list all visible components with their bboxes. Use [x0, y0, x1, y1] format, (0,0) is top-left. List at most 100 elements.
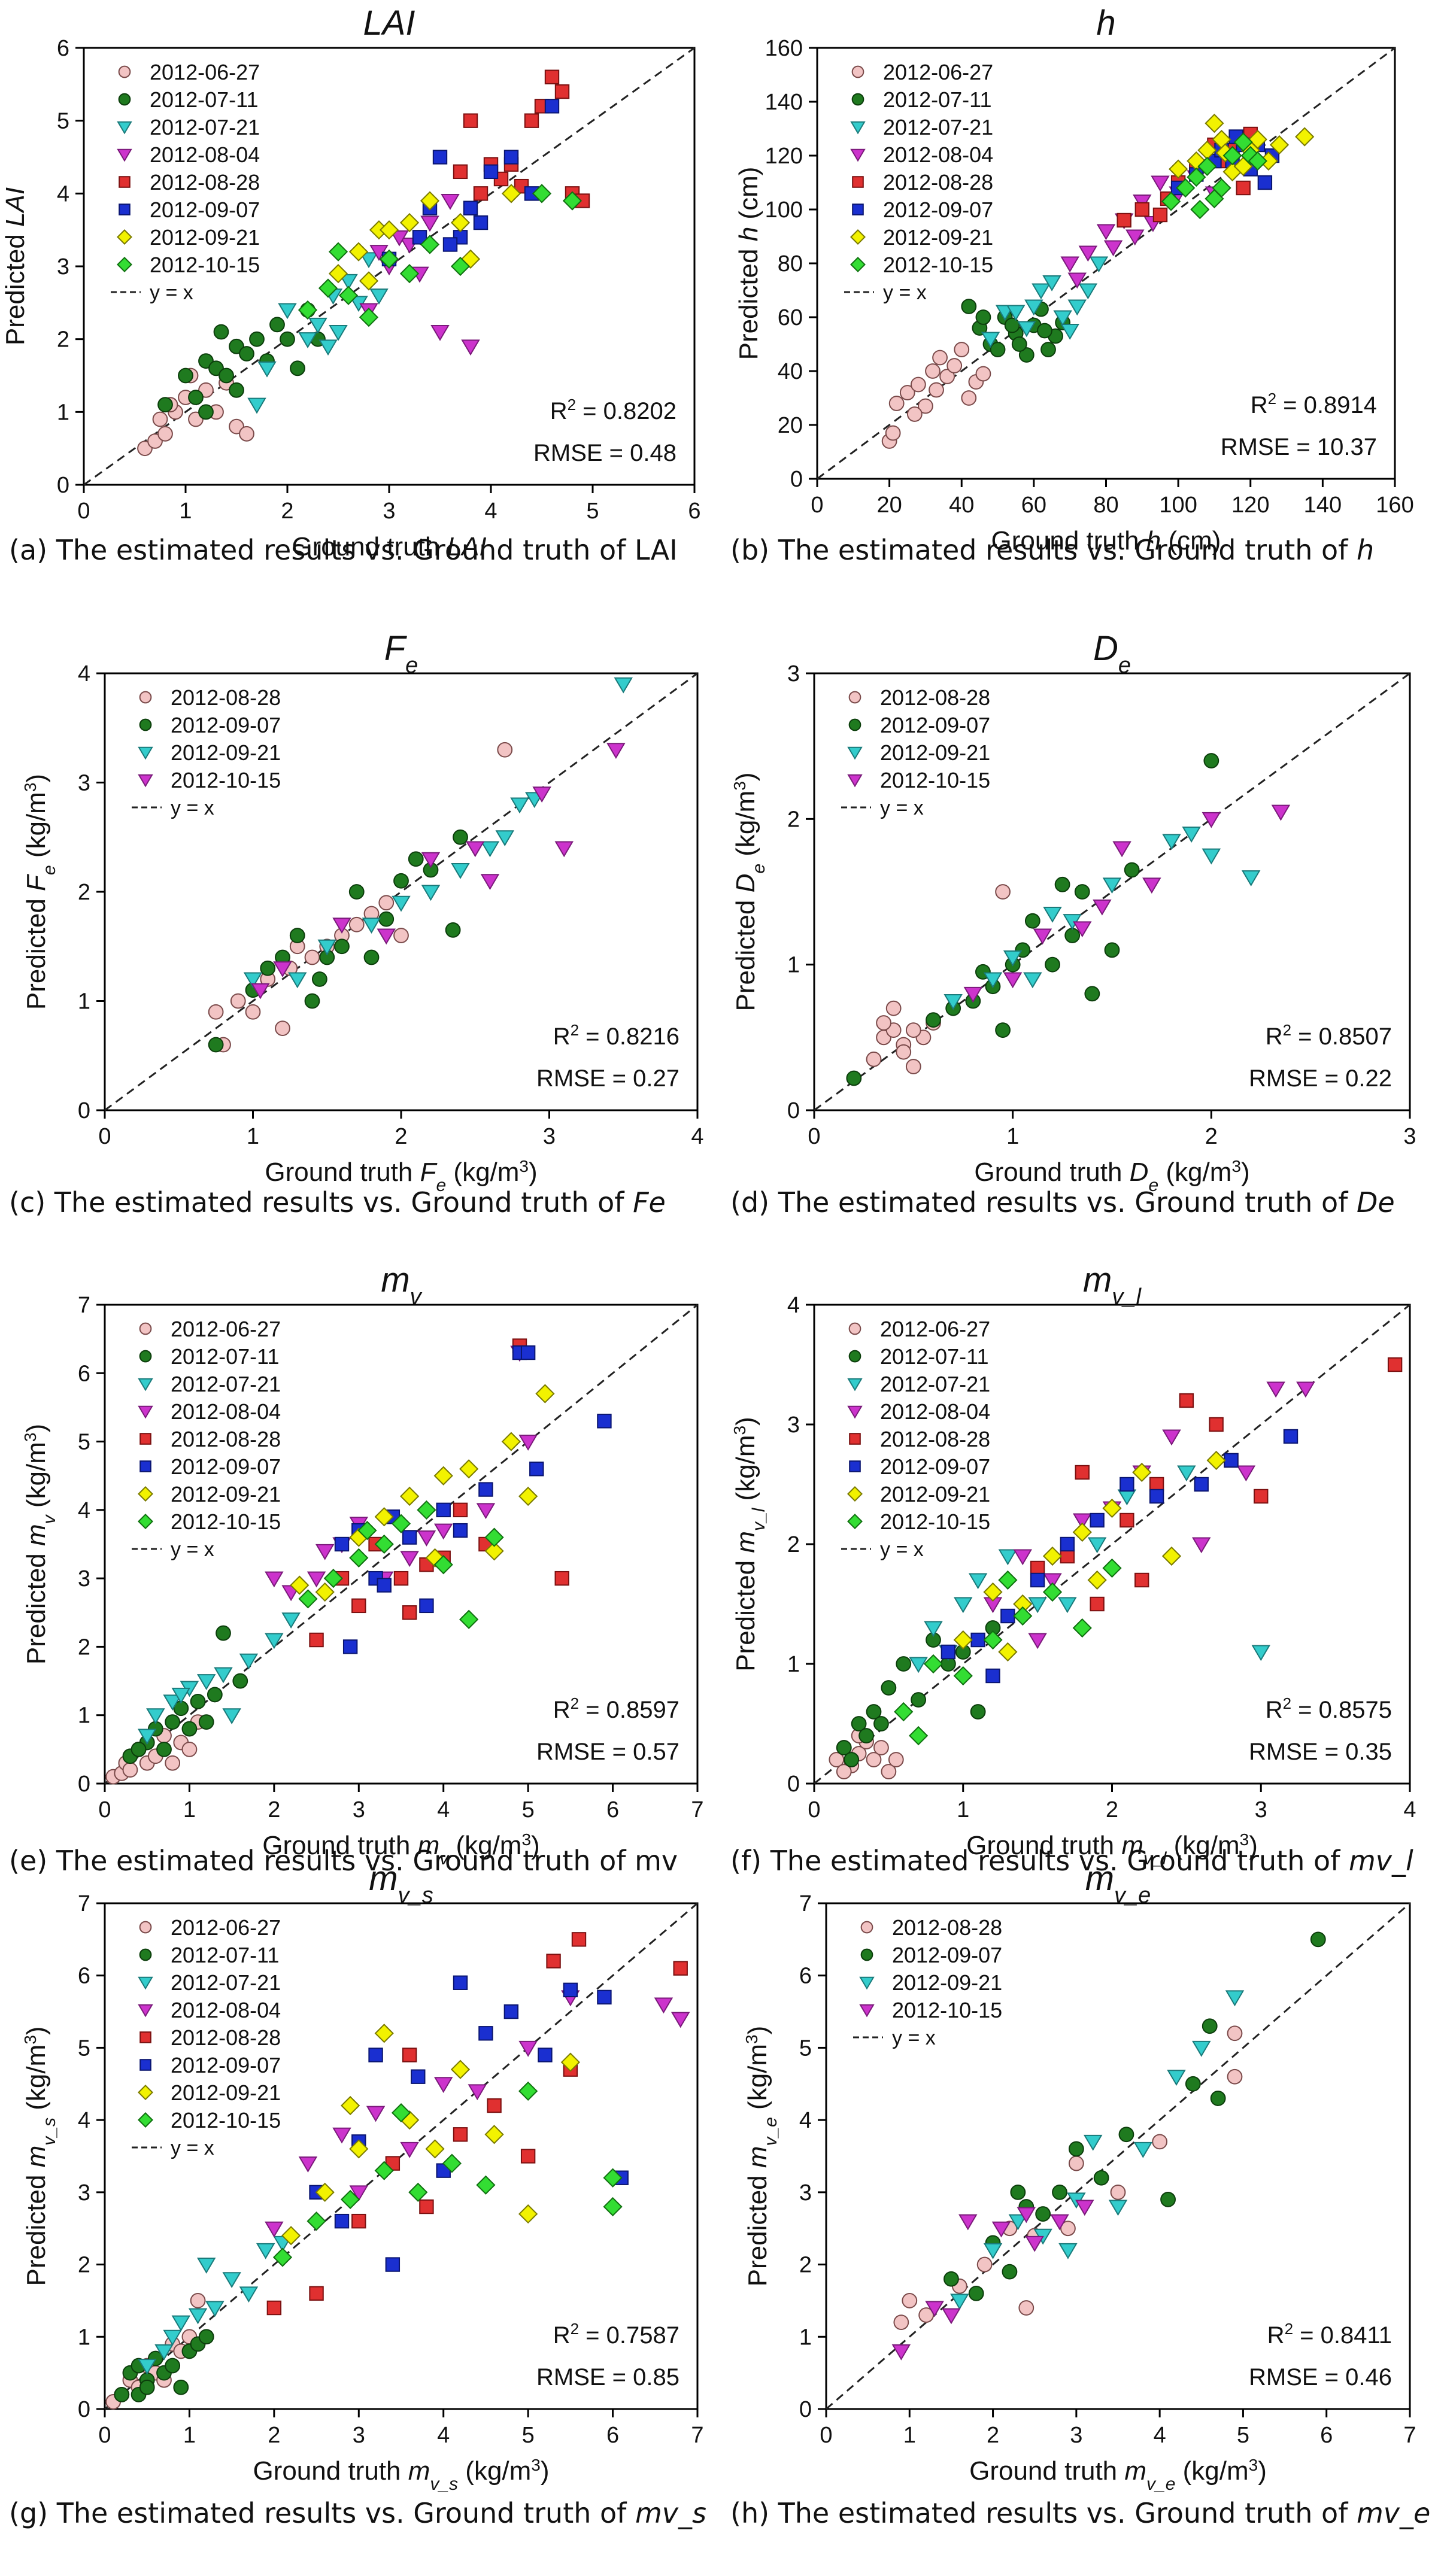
legend-label: 2012-10-15 [880, 768, 990, 792]
y-tick-label: 0 [799, 2397, 812, 2422]
legend-label: 2012-09-07 [880, 1454, 990, 1479]
x-axis-label-unit: (kg/m [1166, 1831, 1239, 1860]
y-axis-label: Predicted LAI [1, 187, 30, 345]
legend-marker [847, 774, 863, 788]
data-point [1117, 212, 1131, 228]
data-point [1003, 972, 1023, 989]
data-point [1182, 827, 1201, 843]
legend-marker [852, 176, 864, 188]
x-tick-label: 4 [1403, 1797, 1416, 1822]
y-axis-label-sup: 3 [730, 781, 749, 791]
data-point [466, 841, 485, 858]
data-point [433, 1523, 453, 1540]
r2-sup: 2 [571, 1694, 579, 1712]
y-axis-label-var: h [734, 227, 763, 241]
data-point [929, 382, 944, 398]
y-tick-label: 0 [78, 2397, 90, 2422]
legend-marker [139, 691, 152, 704]
chart-title: mv [381, 1260, 422, 1310]
chart-title-sub: v [410, 1284, 423, 1310]
data-point [958, 2214, 978, 2231]
data-point [544, 99, 560, 114]
data-point [1125, 229, 1145, 246]
data-point [1017, 2207, 1036, 2223]
y-tick-label: 4 [57, 181, 69, 206]
data-point [362, 918, 381, 934]
data-point [858, 1728, 874, 1743]
series-2012-07-11 [961, 299, 1071, 363]
data-point [1093, 2170, 1109, 2186]
chart-title: LAI [363, 4, 415, 42]
chart-title-base: m [1085, 1859, 1114, 1898]
legend-label: 2012-09-21 [892, 1970, 1002, 1995]
data-point [359, 252, 378, 269]
data-point [1251, 1645, 1270, 1661]
y-tick-label: 100 [765, 198, 803, 223]
data-point [1248, 129, 1267, 150]
chart-title: mv_l [1083, 1260, 1142, 1310]
identity-line [817, 47, 1395, 480]
y-axis-label-sup: 3 [742, 2034, 761, 2044]
data-point [487, 2098, 502, 2113]
x-tick-label: 0 [98, 1124, 111, 1149]
x-axis-label: Ground truth mv (kg/m3) [262, 1830, 539, 1869]
data-point [442, 2153, 462, 2173]
data-point [518, 1435, 538, 1451]
y-axis-label-unit: (kg/m [22, 792, 51, 865]
data-point [272, 2247, 293, 2267]
data-point [265, 2221, 284, 2238]
series-2012-10-15 [894, 1558, 1122, 1746]
data-point [280, 331, 295, 347]
data-point [251, 983, 270, 1000]
data-point [1269, 135, 1290, 155]
legend-marker [850, 148, 866, 162]
data-point [351, 2213, 366, 2229]
r2-sup: 2 [568, 396, 576, 414]
y-axis-label-tail: ) [22, 2027, 51, 2036]
data-point [1169, 159, 1188, 179]
data-point [1161, 192, 1181, 211]
data-point [1295, 127, 1315, 147]
data-point [983, 972, 1003, 989]
data-point [436, 1502, 451, 1518]
series-2012-10-15 [251, 743, 626, 1000]
legend-marker [117, 121, 132, 135]
data-point [399, 264, 420, 284]
data-point [518, 1486, 538, 1506]
data-point [222, 1708, 241, 1724]
x-tick-label: 5 [522, 1797, 535, 1822]
data-point [399, 212, 420, 233]
data-point [374, 2161, 394, 2180]
legend-marker [119, 203, 131, 215]
caption-text: (c) The estimated results vs. Ground tru… [9, 1186, 633, 1219]
data-point [1104, 942, 1120, 958]
data-point [1124, 862, 1140, 878]
data-point [1149, 1489, 1164, 1504]
legend-label: 2012-08-04 [883, 142, 993, 167]
data-point [393, 928, 409, 943]
rmse-label: RMSE = 0.85 [536, 2364, 679, 2390]
data-point [298, 2156, 318, 2173]
data-point [1212, 178, 1231, 198]
data-point [265, 1633, 284, 1650]
data-point [453, 1502, 468, 1518]
data-point [538, 2048, 553, 2062]
data-point [1089, 256, 1109, 273]
r2-label: R2 = 0.8575 [1266, 1694, 1392, 1723]
y-axis-label: Predicted mv_e (kg/m3) [742, 2026, 781, 2287]
x-axis-label-sub: v_l [1143, 1849, 1167, 1869]
legend-marker [139, 1921, 152, 1934]
legend-label: 2012-08-04 [171, 1399, 281, 1424]
data-point [1024, 913, 1040, 929]
legend-marker [859, 1976, 875, 1990]
caption-text: (e) The estimated results vs. Ground tru… [9, 1845, 635, 1877]
data-point [378, 911, 395, 927]
series-2012-08-04 [359, 194, 480, 356]
y-tick-label: 5 [78, 1430, 90, 1455]
legend-marker [852, 203, 864, 215]
y-tick-label: 2 [57, 327, 69, 353]
y-tick-label: 6 [78, 1361, 90, 1386]
data-point [419, 1598, 434, 1614]
